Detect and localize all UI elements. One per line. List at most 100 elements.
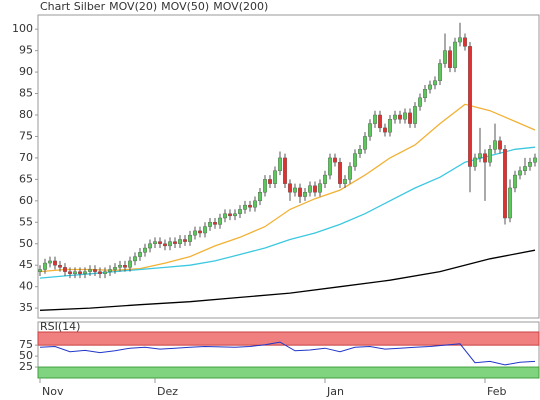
x-tick-label: Dez <box>157 385 178 398</box>
candle-body <box>218 217 222 225</box>
candle-body <box>113 267 117 270</box>
candle-body <box>138 252 142 257</box>
candle-body <box>438 63 442 81</box>
moving-average-line <box>39 249 536 311</box>
candle-body <box>93 269 97 272</box>
candle-body <box>493 140 497 150</box>
candle-body <box>298 187 302 197</box>
candle-body <box>353 153 357 167</box>
candle-body <box>153 241 157 244</box>
candle-body <box>473 157 477 167</box>
candle-body <box>528 162 532 167</box>
candle-body <box>288 183 292 193</box>
oversold-band <box>37 366 540 379</box>
y-tick-label: 85 <box>19 87 33 100</box>
candle-body <box>103 271 107 274</box>
candle-body <box>73 271 77 274</box>
y-tick-label: 60 <box>19 194 33 207</box>
candle-body <box>38 269 42 272</box>
candle-body <box>348 166 352 180</box>
y-tick-label: 50 <box>19 237 33 250</box>
candle-body <box>278 157 282 171</box>
candle-body <box>283 157 287 184</box>
y-tick-label: 45 <box>19 258 33 271</box>
candle-body <box>423 89 427 99</box>
overbought-band <box>37 331 540 346</box>
candle-body <box>158 241 162 244</box>
y-tick-label: 75 <box>19 338 33 351</box>
candle-body <box>78 271 82 274</box>
candle-body <box>143 247 147 253</box>
candle-body <box>533 157 537 163</box>
candle-body <box>188 234 192 242</box>
candle-body <box>333 157 337 163</box>
candle-body <box>128 260 132 268</box>
y-tick-label: 65 <box>19 172 33 185</box>
candle-body <box>68 271 72 274</box>
candle-body <box>133 256 137 262</box>
candle-body <box>223 213 227 219</box>
y-tick-label: 25 <box>19 360 33 373</box>
candle-body <box>118 265 122 268</box>
y-tick-label: 40 <box>19 280 33 293</box>
candle-body <box>463 37 467 47</box>
candle-body <box>273 170 277 184</box>
rsi-line <box>39 341 536 366</box>
candle-body <box>513 174 517 189</box>
candle-body <box>458 37 462 43</box>
candle-body <box>338 162 342 184</box>
candle-body <box>213 222 217 225</box>
candle-body <box>478 153 482 159</box>
candle-body <box>313 185 317 193</box>
candle-body <box>343 179 347 184</box>
candle-body <box>358 149 362 154</box>
candle-body <box>253 200 257 208</box>
candle-body <box>403 112 407 120</box>
x-tick-label: Nov <box>42 385 64 398</box>
moving-average-line <box>39 146 536 279</box>
legend-entry: MOV(20) <box>109 0 157 13</box>
candle-body <box>318 183 322 193</box>
candle-body <box>428 84 432 90</box>
candle-body <box>233 213 237 217</box>
candle-body <box>88 269 92 272</box>
candle-body <box>258 192 262 202</box>
candle-body <box>228 213 232 217</box>
candle-body <box>48 260 52 264</box>
candle-body <box>383 127 387 133</box>
y-tick-label: 70 <box>19 151 33 164</box>
candle-body <box>43 262 47 270</box>
x-tick-label: Jan <box>326 385 344 398</box>
candle-body <box>268 179 272 184</box>
plot-frame <box>37 14 540 319</box>
candle-body <box>503 149 507 219</box>
y-tick-label: 80 <box>19 108 33 121</box>
candle-body <box>323 174 327 184</box>
candle-body <box>98 271 102 274</box>
candle-body <box>418 97 422 107</box>
moving-average-line <box>39 103 536 273</box>
candle-body <box>263 179 267 193</box>
candle-body <box>393 114 397 120</box>
candle-body <box>238 209 242 214</box>
candle-body <box>523 166 527 171</box>
candle-body <box>378 114 382 129</box>
y-tick-label: 90 <box>19 65 33 78</box>
candle-body <box>453 41 457 68</box>
candle-body <box>58 265 62 268</box>
candle-body <box>173 241 177 244</box>
candle-body <box>498 140 502 150</box>
candle-body <box>303 192 307 197</box>
legend-entry: MOV(50) <box>161 0 209 13</box>
y-tick-label: 55 <box>19 215 33 228</box>
chart-title: Chart Silber <box>40 0 106 13</box>
candle-body <box>508 187 512 219</box>
candle-body <box>398 114 402 120</box>
y-tick-label: 75 <box>19 129 33 142</box>
candle-body <box>433 80 437 86</box>
candle-body <box>293 187 297 193</box>
y-tick-label: 100 <box>12 22 33 35</box>
candle-body <box>518 170 522 176</box>
candle-body <box>388 119 392 133</box>
